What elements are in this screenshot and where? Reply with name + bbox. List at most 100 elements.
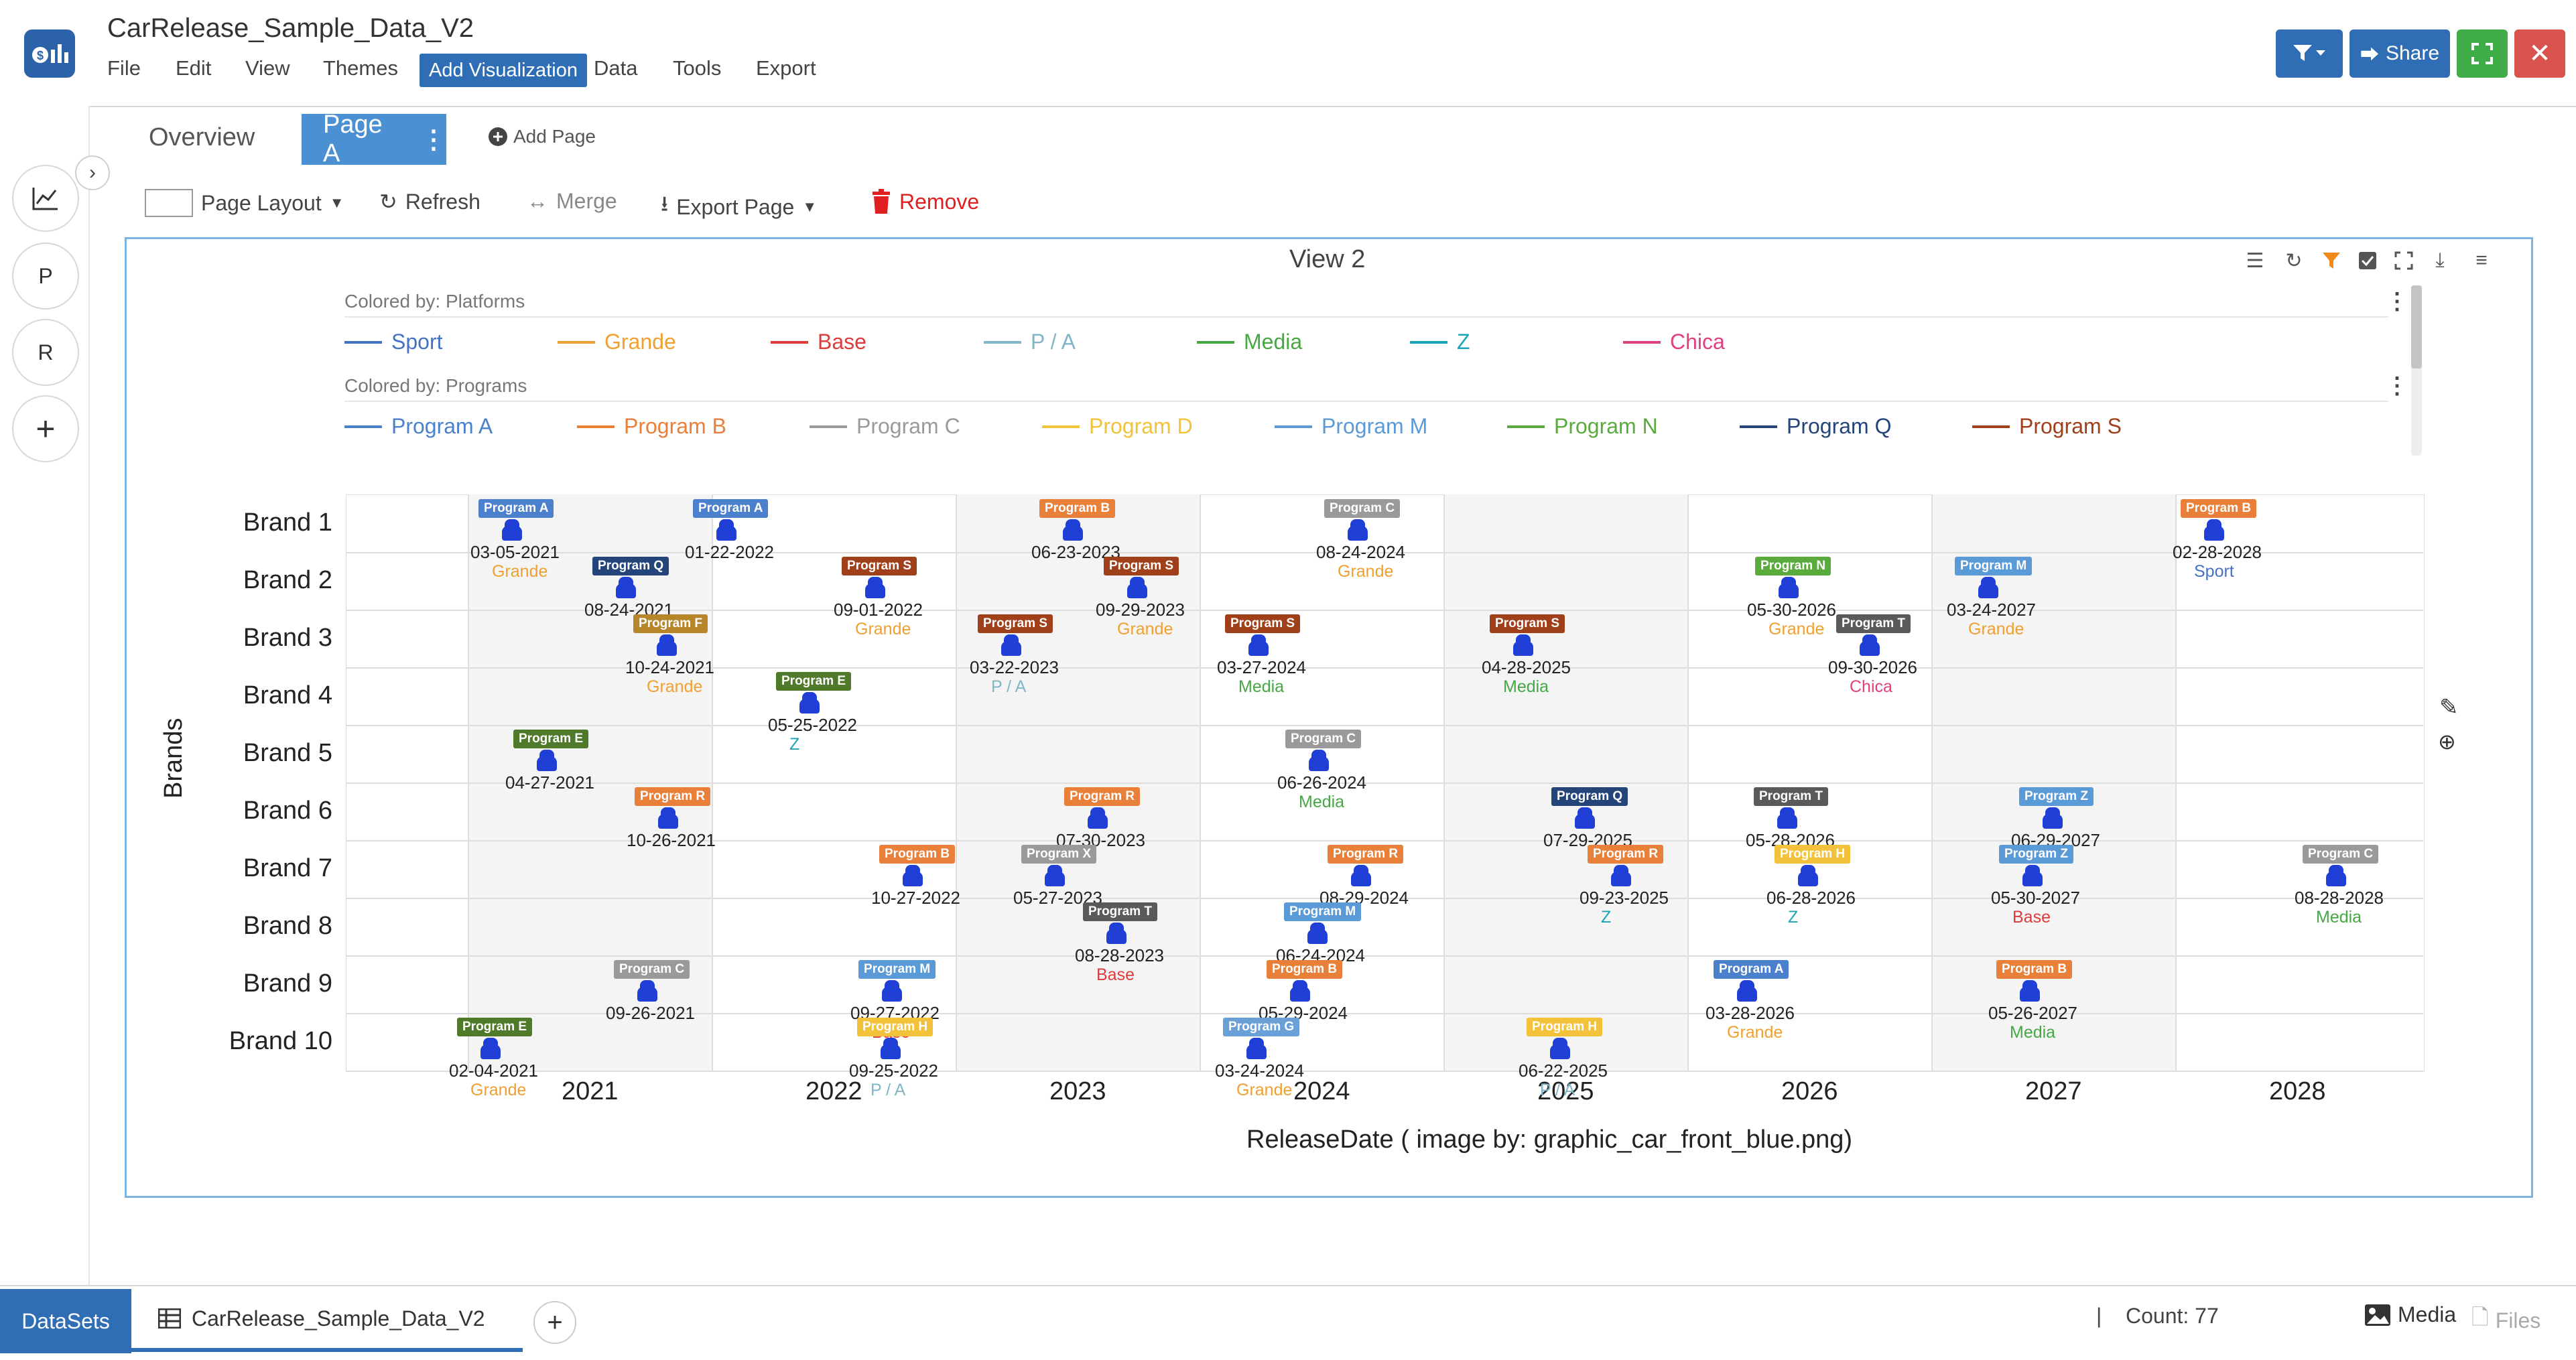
program-tag[interactable]: Program H bbox=[1527, 1018, 1603, 1036]
hamburger-menu-icon[interactable]: ≡ bbox=[2475, 249, 2488, 271]
car-marker-icon[interactable] bbox=[1513, 634, 1533, 656]
program-tag[interactable]: Program R bbox=[1588, 845, 1664, 864]
program-tag[interactable]: Program F bbox=[633, 614, 708, 633]
car-marker-icon[interactable] bbox=[1351, 865, 1371, 886]
add-page-button[interactable]: Add Page bbox=[488, 126, 596, 147]
program-tag[interactable]: Program E bbox=[513, 730, 589, 748]
car-marker-icon[interactable] bbox=[637, 980, 657, 1002]
legend-item[interactable]: Z bbox=[1410, 330, 1470, 354]
program-tag[interactable]: Program Z bbox=[1999, 845, 2074, 864]
program-tag[interactable]: Program S bbox=[842, 557, 917, 575]
zoom-in-icon[interactable]: ⊕ bbox=[2438, 730, 2456, 754]
car-marker-icon[interactable] bbox=[882, 980, 902, 1002]
legend-item[interactable]: Program D bbox=[1042, 414, 1193, 439]
program-tag[interactable]: Program C bbox=[2303, 845, 2379, 864]
legend-item[interactable]: Program S bbox=[1972, 414, 2122, 439]
refresh-button[interactable]: ↻ Refresh bbox=[379, 189, 480, 214]
menu-add-visualization[interactable]: Add Visualization bbox=[420, 54, 587, 87]
car-marker-icon[interactable] bbox=[2326, 865, 2346, 886]
legend-item[interactable]: P / A bbox=[984, 330, 1076, 354]
car-marker-icon[interactable] bbox=[1611, 865, 1631, 886]
car-marker-icon[interactable] bbox=[2043, 807, 2063, 829]
legend-item[interactable]: Sport bbox=[344, 330, 442, 354]
remove-button[interactable]: Remove bbox=[871, 189, 979, 214]
program-tag[interactable]: Program X bbox=[1021, 845, 1097, 864]
program-tag[interactable]: Program R bbox=[1064, 787, 1141, 806]
share-button[interactable]: ⮕ Share bbox=[2349, 29, 2450, 78]
program-tag[interactable]: Program M bbox=[858, 960, 936, 979]
kebab-menu-icon[interactable]: ⋮ bbox=[421, 125, 446, 154]
tab-overview[interactable]: Overview bbox=[149, 123, 255, 151]
legend-item[interactable]: Program C bbox=[810, 414, 960, 439]
program-tag[interactable]: Program R bbox=[1328, 845, 1404, 864]
legend-item[interactable]: Program A bbox=[344, 414, 493, 439]
program-tag[interactable]: Program S bbox=[978, 614, 1053, 633]
program-tag[interactable]: Program T bbox=[1836, 614, 1911, 633]
car-marker-icon[interactable] bbox=[799, 692, 820, 713]
close-button[interactable]: ✕ bbox=[2514, 29, 2565, 78]
program-tag[interactable]: Program A bbox=[478, 499, 554, 518]
car-marker-icon[interactable] bbox=[1798, 865, 1818, 886]
car-marker-icon[interactable] bbox=[1246, 1038, 1267, 1059]
chevron-right-icon[interactable]: › bbox=[75, 155, 110, 190]
car-marker-icon[interactable] bbox=[1106, 923, 1126, 944]
menu-export[interactable]: Export bbox=[756, 56, 816, 80]
refresh-icon[interactable]: ↻ bbox=[2285, 249, 2303, 272]
car-marker-icon[interactable] bbox=[1045, 865, 1065, 886]
legend-item[interactable]: Program Q bbox=[1740, 414, 1891, 439]
car-marker-icon[interactable] bbox=[1777, 807, 1797, 829]
checkbox-icon[interactable] bbox=[2356, 249, 2379, 272]
program-tag[interactable]: Program H bbox=[857, 1018, 933, 1036]
add-dataset-button[interactable]: + bbox=[533, 1301, 576, 1344]
program-tag[interactable]: Program B bbox=[1996, 960, 2073, 979]
car-marker-icon[interactable] bbox=[480, 1038, 501, 1059]
dataset-tab[interactable]: CarRelease_Sample_Data_V2 bbox=[131, 1289, 523, 1352]
datasets-button[interactable]: DataSets bbox=[0, 1289, 131, 1353]
app-logo-icon[interactable]: $ bbox=[24, 29, 75, 78]
program-tag[interactable]: Program B bbox=[879, 845, 956, 864]
program-tag[interactable]: Program S bbox=[1225, 614, 1301, 633]
car-marker-icon[interactable] bbox=[1063, 519, 1083, 541]
program-tag[interactable]: Program B bbox=[1039, 499, 1116, 518]
program-tag[interactable]: Program A bbox=[693, 499, 769, 518]
program-tag[interactable]: Program T bbox=[1754, 787, 1829, 806]
legend-scrollbar-thumb[interactable] bbox=[2411, 285, 2422, 368]
car-marker-icon[interactable] bbox=[2204, 519, 2224, 541]
program-tag[interactable]: Program Q bbox=[592, 557, 669, 575]
program-tag[interactable]: Program C bbox=[614, 960, 690, 979]
brush-icon[interactable]: ✎ bbox=[2439, 695, 2459, 720]
settings-sliders-icon[interactable]: ☰ bbox=[2246, 249, 2264, 272]
page-layout-dropdown[interactable]: Page Layout ▼ bbox=[145, 189, 344, 217]
car-marker-icon[interactable] bbox=[657, 634, 677, 656]
program-tag[interactable]: Program N bbox=[1755, 557, 1831, 575]
car-marker-icon[interactable] bbox=[1860, 634, 1880, 656]
download-icon[interactable]: ⤓ bbox=[2435, 249, 2445, 271]
car-marker-icon[interactable] bbox=[1001, 634, 1021, 656]
legend-menu-icon[interactable]: ⋮ bbox=[2386, 373, 2408, 399]
program-tag[interactable]: Program B bbox=[1267, 960, 1343, 979]
menu-view[interactable]: View bbox=[245, 56, 290, 80]
car-marker-icon[interactable] bbox=[1307, 923, 1328, 944]
legend-menu-icon[interactable]: ⋮ bbox=[2386, 289, 2408, 314]
program-tag[interactable]: Program H bbox=[1775, 845, 1851, 864]
export-page-button[interactable]: ⭳ Export Page ▼ bbox=[661, 189, 817, 225]
tab-page-a[interactable]: Page A ⋮ bbox=[302, 111, 446, 167]
legend-item[interactable]: Program B bbox=[577, 414, 726, 439]
legend-item[interactable]: Chica bbox=[1623, 330, 1725, 354]
car-marker-icon[interactable] bbox=[1088, 807, 1108, 829]
car-marker-icon[interactable] bbox=[1779, 577, 1799, 598]
car-marker-icon[interactable] bbox=[537, 750, 557, 771]
car-marker-icon[interactable] bbox=[616, 577, 636, 598]
program-tag[interactable]: Program R bbox=[635, 787, 711, 806]
filter-button[interactable] bbox=[2276, 29, 2343, 78]
program-tag[interactable]: Program E bbox=[776, 672, 852, 691]
car-marker-icon[interactable] bbox=[1550, 1038, 1570, 1059]
legend-item[interactable]: Media bbox=[1197, 330, 1302, 354]
program-tag[interactable]: Program E bbox=[457, 1018, 533, 1036]
legend-item[interactable]: Program M bbox=[1275, 414, 1427, 439]
car-marker-icon[interactable] bbox=[1978, 577, 1998, 598]
program-tag[interactable]: Program B bbox=[2181, 499, 2257, 518]
car-marker-icon[interactable] bbox=[881, 1038, 901, 1059]
legend-item[interactable]: Base bbox=[771, 330, 866, 354]
car-marker-icon[interactable] bbox=[1309, 750, 1329, 771]
